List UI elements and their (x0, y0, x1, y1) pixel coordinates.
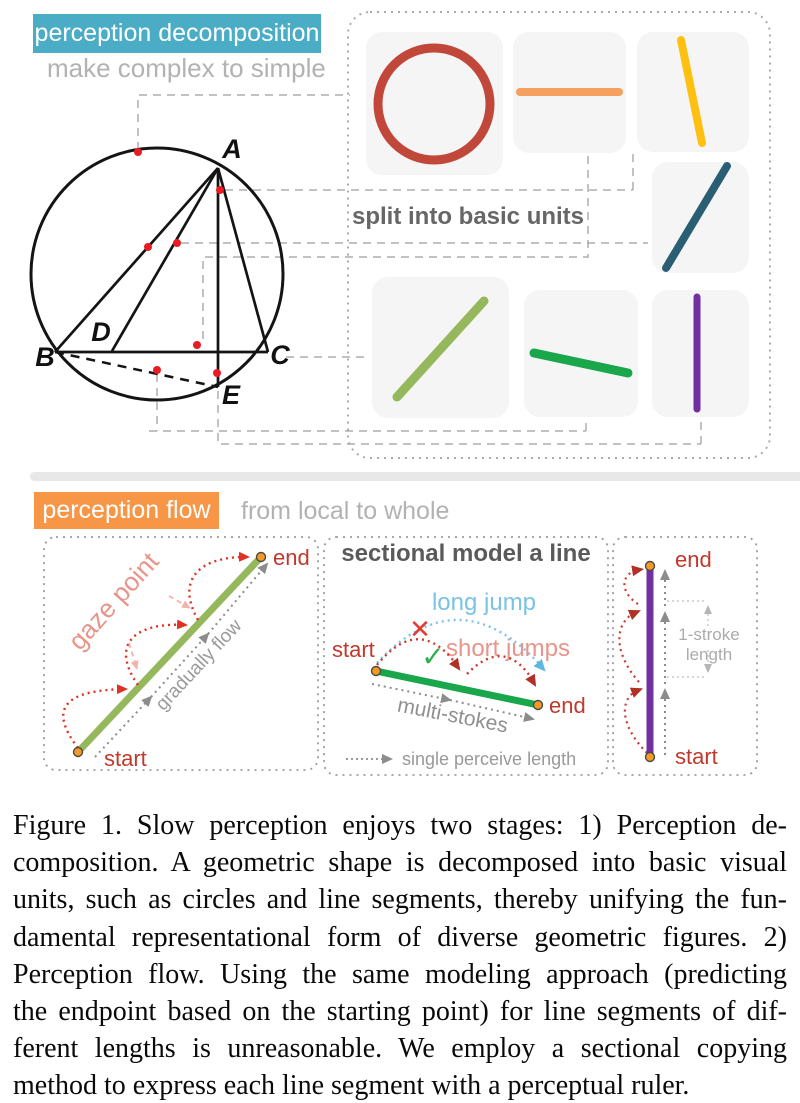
perception-flow-diagram: gaze point gradually flow end start sect… (43, 536, 758, 776)
segment-AD (110, 167, 220, 352)
long-jump-label: long jump (432, 589, 536, 616)
unit-shapes (373, 36, 731, 413)
box2-title: sectional model a line (341, 540, 590, 567)
stroke-length-label-1: 1-stroke (678, 625, 739, 644)
legend-label: single perceive length (402, 749, 576, 769)
box1-start-label: start (104, 746, 147, 771)
short-jump-arcs (376, 638, 537, 687)
flow-box2: sectional model a line long jump ✕ ✓ sho… (332, 540, 591, 769)
box2-end-label: end (549, 693, 586, 718)
box3-start-label: start (675, 744, 718, 769)
caption-line: composition. A geometric shape is decomp… (13, 847, 787, 879)
caption-line: units, such as circles and line segments… (13, 884, 787, 916)
unit-green-line (529, 348, 633, 378)
box3-end-label: end (675, 547, 712, 572)
caption-line: method to express each line segment with… (13, 1070, 690, 1102)
label-B: B (35, 342, 55, 372)
box3-end-point (644, 560, 656, 572)
stage2-badge: perception flow (34, 492, 219, 529)
figure-caption: Figure 1. Slow perception enjoys two sta… (13, 807, 787, 1103)
flow-box3: 1-stroke length end start (618, 547, 740, 769)
multi-stokes-arrow (371, 683, 535, 722)
label-E: E (222, 380, 241, 410)
box2-end-point (532, 699, 544, 711)
box2-start-label: start (332, 637, 375, 662)
unit-light-green-line (392, 296, 489, 402)
caption-line: Figure 1. Slow perception enjoys two sta… (13, 810, 787, 841)
box1-end-point (255, 551, 267, 563)
tile-circle (366, 32, 503, 175)
decomposition-connectors (137, 94, 702, 445)
figure-segments (53, 167, 270, 389)
basic-units-panel (347, 11, 771, 459)
box1-gaze-hops (62, 551, 250, 749)
stage1-badge: perception decomposition (33, 14, 321, 53)
gradually-flow-label: gradually flow (152, 615, 247, 714)
cross-mark: ✕ (409, 614, 431, 644)
gradually-flow-arrow (94, 562, 269, 758)
section-divider (30, 472, 800, 481)
label-C: C (270, 340, 290, 370)
segment-AC (216, 167, 270, 353)
segment-BE-dashed (54, 350, 219, 389)
flow-box-borders (43, 536, 758, 776)
box2-start-point (370, 665, 382, 677)
box3-gaze-hops (618, 565, 648, 754)
unit-steep-line (677, 36, 706, 147)
figure-circle (29, 146, 285, 402)
gaze-dots (134, 148, 224, 377)
stage1-subtitle: make complex to simple (47, 53, 326, 83)
caption-line: Perception flow. Using the same modeling… (13, 958, 787, 990)
segment-BA (53, 167, 220, 353)
flow-box3-border (612, 536, 758, 776)
stroke-length-label-2: length (686, 645, 732, 664)
long-jump-arc (376, 618, 546, 672)
split-label: split into basic units (352, 203, 584, 230)
check-mark: ✓ (421, 641, 444, 672)
unit-teal-line (662, 162, 731, 272)
caption-line: the endpoint based on the starting point… (13, 995, 787, 1027)
box1-end-label: end (273, 545, 310, 570)
box1-line-segment (74, 553, 265, 756)
decomposition-diagram: A B C D E (29, 11, 771, 459)
flow-box1: gaze point gradually flow end start (62, 545, 310, 771)
unit-circle (373, 43, 495, 165)
stage2-subtitle: from local to whole (241, 497, 450, 525)
geometry-figure: A B C D E (29, 134, 290, 410)
tile-green-line (524, 290, 638, 417)
box1-start-point (72, 746, 84, 758)
dimension-bracket (667, 600, 712, 678)
box3-start-point (644, 751, 656, 763)
figure-labels: A B C D E (35, 134, 290, 410)
gaze-point-label: gaze point (62, 546, 165, 656)
label-D: D (91, 317, 111, 347)
flow-box1-border (43, 536, 319, 771)
caption-line: ferent lengths is unreasonable. We emplo… (13, 1033, 787, 1065)
box2-line-segment (372, 667, 542, 709)
flow-box2-border (323, 536, 609, 776)
short-jumps-label: short jumps (446, 635, 570, 662)
gaze-pointer-arrows (128, 595, 191, 670)
caption-line: damental representational form of divers… (13, 921, 787, 953)
multi-stokes-label: multi-stokes (395, 694, 509, 738)
label-A: A (221, 134, 242, 164)
